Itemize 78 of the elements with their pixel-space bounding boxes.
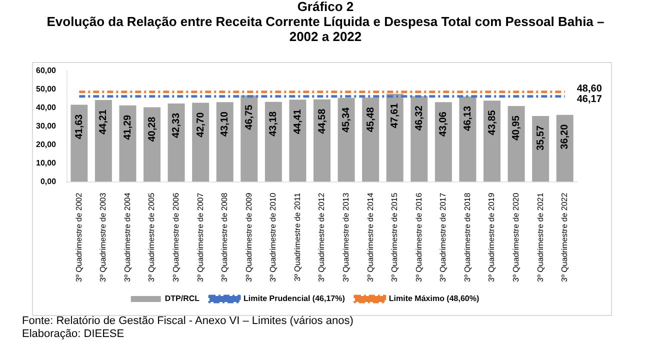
- bar: [484, 100, 501, 182]
- y-tick-label: 0,00: [40, 177, 57, 186]
- x-tick-label: 3º Quadrimestre de 2004: [122, 192, 132, 282]
- y-tick-label: 10,00: [36, 158, 57, 168]
- chart-subtitle: Evolução da Relação entre Receita Corrente Líquida e Despesa Total com Pessoal Bahia – 2002 a 2022: [46, 14, 606, 44]
- y-tick-label: 50,00: [36, 84, 57, 94]
- bar: [289, 100, 306, 182]
- x-tick-label: 3º Quadrimestre de 2021: [536, 192, 545, 282]
- data-label: 47,61: [390, 102, 401, 128]
- bar: [168, 103, 185, 182]
- x-tick-label: 3º Quadrimestre de 2009: [244, 192, 254, 282]
- data-label: 43,18: [268, 110, 280, 136]
- data-label: 45,34: [341, 106, 352, 132]
- x-tick-label: 3º Quadrimestre de 2022: [560, 192, 570, 282]
- bar: [410, 96, 428, 182]
- bar: [434, 102, 452, 182]
- bar: [338, 98, 355, 182]
- x-tick-label: 3º Quadrimestre de 2016: [414, 192, 424, 282]
- data-label: 46,32: [414, 105, 425, 131]
- x-tick-label: 3º Quadrimestre de 2003: [98, 192, 108, 282]
- data-label: 44,58: [316, 108, 328, 134]
- y-tick-label: 30,00: [36, 122, 57, 131]
- x-tick-label: 3º Quadrimestre de 2006: [172, 192, 181, 282]
- data-label: 44,41: [292, 108, 304, 134]
- x-tick-label: 3º Quadrimestre de 2013: [342, 192, 350, 282]
- data-label: 40,28: [146, 116, 158, 142]
- data-label: 42,70: [195, 112, 206, 138]
- x-tick-label: 3º Quadrimestre de 2010: [268, 192, 278, 282]
- chart-title: Gráfico 2: [296, 0, 355, 14]
- x-tick-label: 3º Quadrimestre de 2011: [292, 192, 302, 282]
- y-tick-label: 40,00: [36, 103, 57, 112]
- x-tick-label: 3º Quadrimestre de 2020: [511, 192, 520, 282]
- data-label: 45,48: [365, 106, 376, 132]
- data-label: 48,60: [576, 84, 602, 95]
- data-label: 43,85: [486, 110, 498, 136]
- y-tick-label: 60,00: [36, 66, 57, 76]
- bar: [532, 116, 550, 182]
- x-tick-label: 3º Quadrimestre de 2002: [74, 192, 84, 282]
- source-note: Fonte: Relatório de Gestão Fiscal - Anexo VI – Limites (vários anos): [22, 315, 354, 328]
- bar: [362, 98, 380, 182]
- bar: [314, 99, 331, 182]
- bar: [192, 102, 210, 182]
- data-label: 43,10: [220, 111, 231, 137]
- bar: [216, 102, 234, 182]
- data-label: 35,57: [535, 125, 546, 151]
- data-label: 46,13: [462, 106, 474, 131]
- legend-label: Limite Máximo (48,60%): [388, 294, 480, 304]
- x-tick-label: 3º Quadrimestre de 2018: [462, 192, 472, 282]
- bar: [386, 94, 404, 182]
- x-tick-label: 3º Quadrimestre de 2008: [220, 192, 230, 282]
- y-tick-label: 20,00: [36, 140, 57, 150]
- bar: [94, 100, 112, 182]
- bar: [264, 102, 282, 182]
- data-label: 41,29: [122, 114, 134, 140]
- bar: [508, 106, 525, 182]
- x-tick-label: 3º Quadrimestre de 2015: [390, 192, 400, 282]
- x-tick-label: 3º Quadrimestre de 2012: [317, 192, 326, 282]
- x-tick-label: 3º Quadrimestre de 2014: [366, 192, 375, 282]
- data-label: 41,63: [74, 114, 85, 140]
- data-label: 36,20: [560, 124, 571, 150]
- legend-label: DTP/RCL: [164, 294, 200, 304]
- data-label: 44,21: [98, 109, 110, 135]
- bar: [459, 96, 476, 182]
- x-tick-label: 3º Quadrimestre de 2017: [438, 192, 448, 282]
- x-tick-label: 3º Quadrimestre de 2005: [147, 192, 156, 282]
- data-label: 43,06: [438, 111, 450, 137]
- legend-label: Limite Prudencial (46,17%): [244, 294, 346, 304]
- data-label: 42,33: [171, 112, 182, 138]
- text: Elaboração: DIEESE: [22, 328, 126, 341]
- bar: [240, 95, 258, 182]
- data-label: 46,75: [244, 104, 255, 130]
- x-tick-label: 3º Quadrimestre de 2007: [196, 192, 205, 282]
- x-tick-label: 3º Quadrimestre de 2019: [487, 192, 496, 282]
- bar: [119, 105, 136, 182]
- data-label: 46,17: [576, 94, 602, 106]
- data-label: 40,95: [511, 115, 522, 141]
- bar: [144, 107, 161, 182]
- bar: [70, 104, 88, 182]
